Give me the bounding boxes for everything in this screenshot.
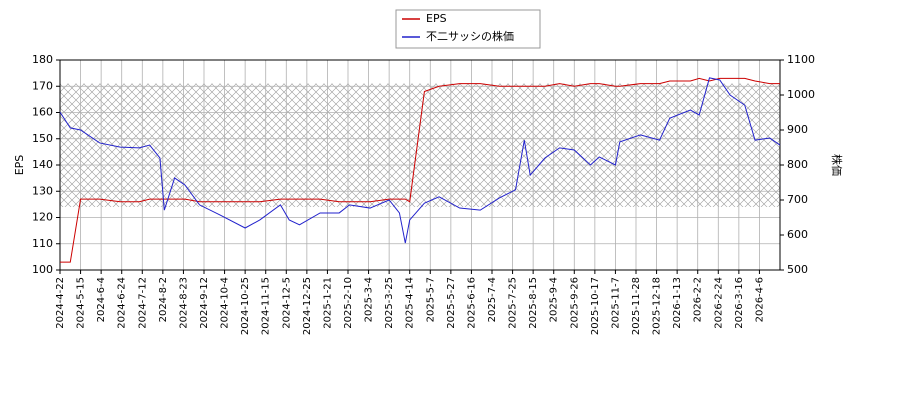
x-tick-label: 2025-10-17 [590, 277, 601, 335]
x-tick-label: 2025-5-27 [446, 277, 457, 329]
x-tick-label: 2025-7-25 [508, 277, 519, 329]
y2-tick-label: 1000 [787, 88, 815, 101]
legend-label: EPS [426, 12, 447, 25]
x-tick-label: 2025-7-4 [487, 277, 498, 322]
plot-frame [59, 59, 781, 271]
legend-label: 不二サッシの株価 [426, 29, 514, 43]
x-tick-label: 2025-2-10 [343, 277, 354, 329]
y2-tick-label: 900 [787, 123, 808, 136]
x-tick-label: 2024-4-22 [55, 277, 66, 329]
y-tick-label: 120 [32, 211, 53, 224]
x-tick-label: 2024-6-24 [117, 277, 128, 329]
x-tick-label: 2024-8-2 [158, 277, 169, 322]
x-tick-label: 2026-3-16 [734, 277, 745, 329]
x-tick-label: 2025-9-4 [549, 277, 560, 322]
y2-tick-label: 700 [787, 193, 808, 206]
y-tick-label: 140 [32, 158, 53, 171]
y-tick-label: 180 [32, 53, 53, 66]
y-tick-label: 100 [32, 263, 53, 276]
x-tick-label: 2024-12-5 [281, 277, 292, 329]
y-axis-label: EPS [13, 155, 26, 176]
legend-box [395, 9, 541, 49]
y-tick-label: 150 [32, 132, 53, 145]
x-tick-label: 2024-5-15 [76, 277, 87, 329]
x-tick-label: 2025-11-28 [631, 277, 642, 335]
y-tick-label: 160 [32, 106, 53, 119]
x-tick-label: 2025-11-7 [610, 277, 621, 329]
x-tick-label: 2024-7-12 [137, 277, 148, 329]
x-tick-label: 2024-9-12 [199, 277, 210, 329]
x-tick-label: 2025-4-14 [405, 277, 416, 329]
y2-tick-label: 800 [787, 158, 808, 171]
x-tick-label: 2025-6-16 [466, 277, 477, 329]
y-tick-label: 110 [32, 237, 53, 250]
x-tick-label: 2025-3-25 [384, 277, 395, 329]
x-tick-label: 2025-5-7 [425, 277, 436, 322]
x-tick-label: 2025-3-4 [364, 277, 375, 322]
x-tick-label: 2024-10-25 [240, 277, 251, 335]
y2-axis-label: 株価 [830, 154, 844, 176]
x-tick-label: 2026-1-13 [672, 277, 683, 329]
x-tick-label: 2026-4-6 [754, 277, 765, 322]
x-tick-label: 2024-12-25 [302, 277, 313, 335]
y2-tick-label: 500 [787, 263, 808, 276]
x-tick-label: 2026-2-2 [693, 277, 704, 322]
x-tick-label: 2024-8-23 [178, 277, 189, 329]
series-line [60, 77, 780, 263]
legend: EPS 不二サッシの株価 [395, 9, 541, 49]
series-line [59, 77, 781, 244]
x-tick-label: 2024-11-15 [261, 277, 272, 335]
x-tick-label: 2026-2-24 [713, 277, 724, 329]
y2-tick-label: 1100 [787, 53, 815, 66]
y-tick-label: 170 [32, 79, 53, 92]
x-tick-label: 2025-12-18 [652, 277, 663, 335]
x-tick-label: 2024-10-4 [220, 277, 231, 329]
x-tick-label: 2025-9-26 [569, 277, 580, 329]
x-tick-label: 2025-1-21 [322, 277, 333, 329]
y-tick-label: 130 [32, 184, 53, 197]
x-tick-label: 2024-6-4 [96, 277, 107, 322]
y2-tick-label: 600 [787, 228, 808, 241]
shaded-range [60, 83, 780, 207]
x-tick-label: 2025-8-15 [528, 277, 539, 329]
